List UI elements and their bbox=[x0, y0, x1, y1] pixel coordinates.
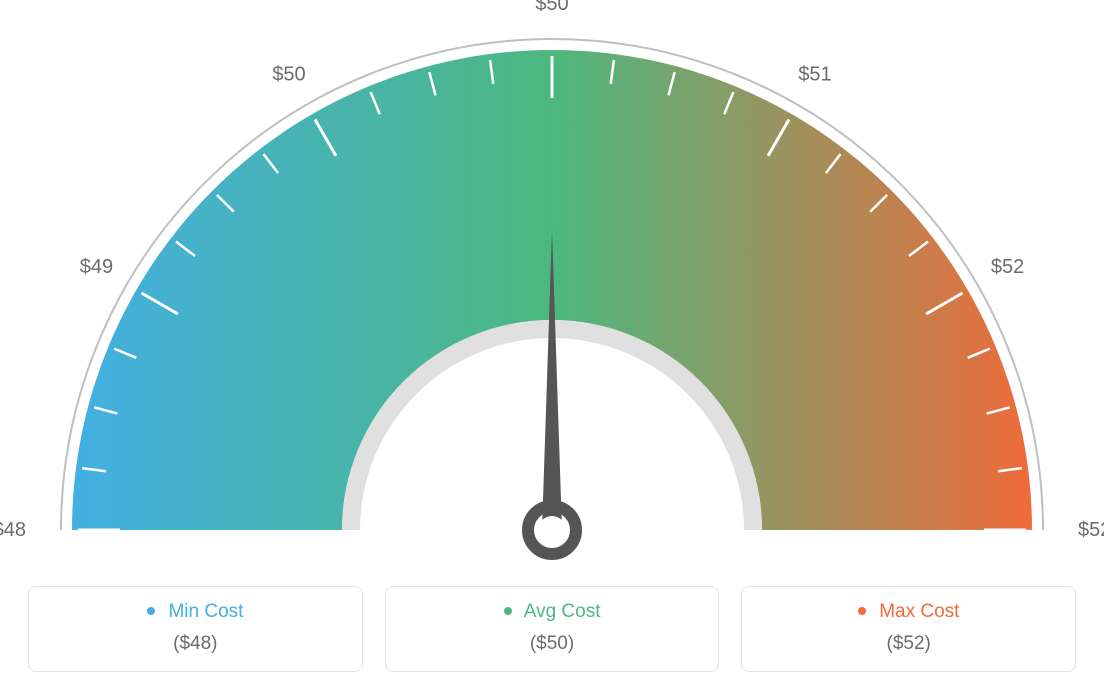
legend-min-label: Min Cost bbox=[168, 601, 243, 622]
gauge-tick-label: $51 bbox=[798, 63, 831, 85]
gauge-tick-label: $50 bbox=[272, 63, 305, 85]
legend: Min Cost ($48) Avg Cost ($50) Max Cost (… bbox=[28, 586, 1076, 672]
legend-min-dot bbox=[147, 607, 155, 615]
legend-avg-label: Avg Cost bbox=[524, 601, 601, 622]
gauge-tick-label: $48 bbox=[0, 519, 26, 541]
gauge-tick-label: $50 bbox=[535, 0, 568, 15]
gauge-tick-label: $49 bbox=[80, 256, 113, 278]
legend-max-label: Max Cost bbox=[879, 601, 959, 622]
gauge-tick-label: $52 bbox=[1078, 519, 1104, 541]
cost-gauge: $48 $49 $50 $50 $51 $52 $52 bbox=[0, 0, 1104, 570]
legend-avg-value: ($50) bbox=[386, 633, 719, 655]
legend-avg-dot bbox=[504, 607, 512, 615]
legend-min-value: ($48) bbox=[29, 633, 362, 655]
gauge-hub-inner bbox=[538, 516, 566, 544]
legend-max-dot bbox=[858, 607, 866, 615]
legend-max-card: Max Cost ($52) bbox=[741, 586, 1076, 672]
legend-avg-card: Avg Cost ($50) bbox=[385, 586, 720, 672]
legend-min-card: Min Cost ($48) bbox=[28, 586, 363, 672]
gauge-tick-label: $52 bbox=[991, 256, 1024, 278]
legend-max-value: ($52) bbox=[742, 633, 1075, 655]
